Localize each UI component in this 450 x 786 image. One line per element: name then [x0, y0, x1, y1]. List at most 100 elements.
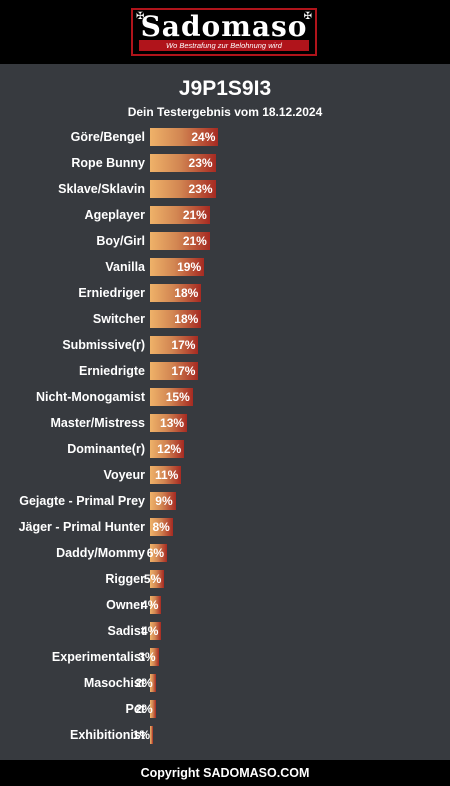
- chart-row: Göre/Bengel 24%: [0, 128, 450, 146]
- chart-row: Exhibitionist 1%: [0, 726, 450, 744]
- category-label: Voyeur: [103, 468, 145, 482]
- result-bar: 2%: [135, 674, 156, 692]
- value-label: 13%: [160, 416, 185, 430]
- value-label: 2%: [135, 702, 153, 716]
- result-bar: 21%: [150, 232, 210, 250]
- result-bar: 3%: [138, 648, 159, 666]
- chart-row: Switcher 18%: [0, 310, 450, 328]
- category-label: Gejagte - Primal Prey: [19, 494, 145, 508]
- result-bar: 17%: [150, 336, 199, 354]
- category-label: Masochist: [83, 676, 145, 690]
- result-bar: 17%: [150, 362, 199, 380]
- result-bar: 23%: [150, 180, 216, 198]
- category-label: Master/Mistress: [50, 416, 146, 430]
- result-bar: 19%: [150, 258, 205, 276]
- value-label: 17%: [171, 338, 196, 352]
- chart-row: Master/Mistress 13%: [0, 414, 450, 432]
- chart-row: Sklave/Sklavin 23%: [0, 180, 450, 198]
- value-label: 4%: [141, 624, 159, 638]
- value-label: 23%: [188, 182, 213, 196]
- category-label: Dominante(r): [67, 442, 145, 456]
- chart-row: Erniedriger 18%: [0, 284, 450, 302]
- category-label: Pet: [125, 702, 145, 716]
- value-label: 18%: [174, 312, 199, 326]
- value-label: 4%: [141, 598, 159, 612]
- value-label: 2%: [135, 676, 153, 690]
- category-label: Experimentalist: [51, 650, 145, 664]
- value-label: 19%: [177, 260, 202, 274]
- category-label: Rigger: [105, 572, 145, 586]
- category-label: Nicht-Monogamist: [35, 390, 145, 404]
- chart-row: Vanilla 19%: [0, 258, 450, 276]
- category-label: Sklave/Sklavin: [58, 182, 145, 196]
- result-bar: 8%: [150, 518, 173, 536]
- value-label: 23%: [188, 156, 213, 170]
- chart-row: Erniedrigte 17%: [0, 362, 450, 380]
- value-label: 1%: [132, 728, 150, 742]
- site-logo[interactable]: ✠ ✠ Sadomaso Wo Bestrafung zur Belohnung…: [131, 8, 317, 56]
- chart-row: Rigger 5%: [0, 570, 450, 588]
- result-bar: 15%: [150, 388, 193, 406]
- chart-row: Pet 2%: [0, 700, 450, 718]
- chart-row: Boy/Girl 21%: [0, 232, 450, 250]
- chart-row: Nicht-Monogamist 15%: [0, 388, 450, 406]
- page-title: J9P1S9I3: [178, 77, 272, 100]
- logo-tagline: Wo Bestrafung zur Belohnung wird: [139, 40, 309, 51]
- footer-copyright: Copyright SADOMASO.COM: [0, 760, 450, 786]
- category-label: Exhibitionist: [70, 728, 145, 742]
- chart-row: Masochist 2%: [0, 674, 450, 692]
- chart-row: Voyeur 11%: [0, 466, 450, 484]
- chart-row: Gejagte - Primal Prey 9%: [0, 492, 450, 510]
- chart-row: Rope Bunny 23%: [0, 154, 450, 172]
- result-bar: 11%: [150, 466, 182, 484]
- result-bar: 12%: [150, 440, 185, 458]
- value-label: 24%: [191, 130, 216, 144]
- logo-text: Sadomaso: [140, 10, 308, 43]
- chart-row: Experimentalist 3%: [0, 648, 450, 666]
- category-label: Boy/Girl: [96, 234, 145, 248]
- page-subtitle: Dein Testergebnis vom 18.12.2024: [127, 105, 323, 119]
- result-bar: 2%: [135, 700, 156, 718]
- chart-row: Daddy/Mommy 6%: [0, 544, 450, 562]
- value-label: 8%: [152, 520, 170, 534]
- result-bar: 13%: [150, 414, 188, 432]
- chart-row: Dominante(r) 12%: [0, 440, 450, 458]
- value-label: 11%: [154, 468, 179, 482]
- category-label: Jäger - Primal Hunter: [18, 520, 145, 534]
- iron-cross-icon: ✠: [136, 11, 145, 22]
- category-label: Submissive(r): [62, 338, 145, 352]
- chart-row: Submissive(r) 17%: [0, 336, 450, 354]
- value-label: 21%: [182, 234, 207, 248]
- value-label: 18%: [174, 286, 199, 300]
- value-label: 3%: [138, 650, 156, 664]
- value-label: 5%: [143, 572, 162, 586]
- category-label: Switcher: [92, 312, 145, 326]
- result-bar: 24%: [150, 128, 219, 146]
- category-label: Rope Bunny: [71, 156, 145, 170]
- value-label: 17%: [171, 364, 196, 378]
- category-label: Erniedrigte: [79, 364, 145, 378]
- result-bar: 4%: [141, 596, 162, 614]
- value-label: 21%: [182, 208, 207, 222]
- result-bar: 1%: [133, 726, 153, 744]
- result-bar: 21%: [150, 206, 210, 224]
- category-label: Ageplayer: [84, 208, 145, 222]
- result-bar: 18%: [150, 284, 202, 302]
- result-bar: 9%: [150, 492, 176, 510]
- category-label: Vanilla: [105, 260, 145, 274]
- result-bar: 5%: [144, 570, 165, 588]
- category-label: Sadist: [107, 624, 145, 638]
- chart-row: Owner 4%: [0, 596, 450, 614]
- chart-row: Jäger - Primal Hunter 8%: [0, 518, 450, 536]
- result-bar: 18%: [150, 310, 202, 328]
- header: ✠ ✠ Sadomaso Wo Bestrafung zur Belohnung…: [0, 0, 450, 64]
- category-label: Owner: [106, 598, 145, 612]
- category-label: Erniedriger: [78, 286, 145, 300]
- chart-row: Sadist 4%: [0, 622, 450, 640]
- category-label: Göre/Bengel: [70, 130, 145, 144]
- result-bar: 23%: [150, 154, 216, 172]
- value-label: 15%: [165, 390, 190, 404]
- result-bar: 6%: [147, 544, 168, 562]
- value-label: 12%: [157, 442, 182, 456]
- result-bar: 4%: [141, 622, 162, 640]
